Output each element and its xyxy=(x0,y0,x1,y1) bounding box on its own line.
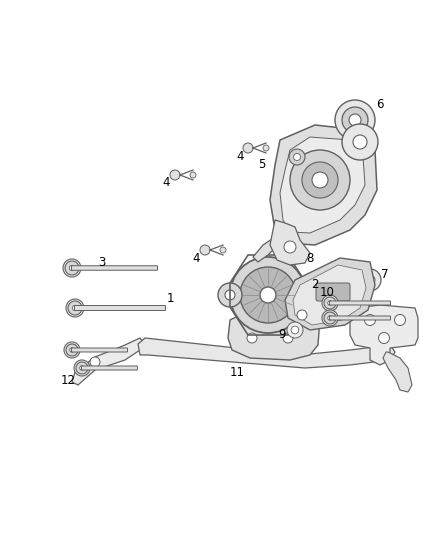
Circle shape xyxy=(80,366,84,370)
Circle shape xyxy=(66,344,78,356)
Circle shape xyxy=(328,316,332,320)
Circle shape xyxy=(324,312,336,324)
Text: 10: 10 xyxy=(320,287,335,300)
Circle shape xyxy=(364,314,375,326)
FancyBboxPatch shape xyxy=(81,366,138,370)
Circle shape xyxy=(289,149,305,165)
Circle shape xyxy=(342,124,378,160)
Circle shape xyxy=(301,290,311,300)
Circle shape xyxy=(64,342,80,358)
Circle shape xyxy=(395,314,406,326)
FancyBboxPatch shape xyxy=(71,348,127,352)
Circle shape xyxy=(291,326,299,334)
Circle shape xyxy=(90,357,100,367)
Text: 12: 12 xyxy=(60,374,75,386)
Circle shape xyxy=(66,299,84,317)
Circle shape xyxy=(68,301,82,315)
FancyBboxPatch shape xyxy=(71,266,158,270)
Text: 2: 2 xyxy=(311,279,319,292)
Polygon shape xyxy=(228,308,320,360)
Text: 6: 6 xyxy=(376,99,384,111)
Circle shape xyxy=(240,267,296,323)
FancyBboxPatch shape xyxy=(329,301,391,305)
Polygon shape xyxy=(138,338,395,368)
FancyBboxPatch shape xyxy=(74,305,166,311)
Circle shape xyxy=(294,283,318,307)
Polygon shape xyxy=(285,258,375,330)
Text: 9: 9 xyxy=(278,328,286,342)
Circle shape xyxy=(322,295,338,311)
FancyBboxPatch shape xyxy=(316,283,350,301)
Circle shape xyxy=(76,362,88,374)
Circle shape xyxy=(342,107,368,133)
Circle shape xyxy=(225,290,235,300)
Polygon shape xyxy=(383,352,412,392)
Polygon shape xyxy=(270,125,377,245)
Circle shape xyxy=(63,259,81,277)
Circle shape xyxy=(378,333,389,343)
Circle shape xyxy=(284,241,296,253)
Polygon shape xyxy=(270,220,310,265)
Text: 4: 4 xyxy=(192,252,200,264)
FancyBboxPatch shape xyxy=(329,316,391,320)
Circle shape xyxy=(69,265,74,271)
Circle shape xyxy=(365,275,375,285)
Polygon shape xyxy=(253,220,308,262)
Circle shape xyxy=(260,287,276,303)
Polygon shape xyxy=(350,305,418,365)
Text: 8: 8 xyxy=(306,252,314,264)
Circle shape xyxy=(328,301,332,305)
Text: 11: 11 xyxy=(230,366,244,378)
Circle shape xyxy=(297,310,307,320)
Polygon shape xyxy=(72,338,145,385)
Text: 1: 1 xyxy=(166,292,174,304)
Circle shape xyxy=(359,269,381,291)
Circle shape xyxy=(218,283,242,307)
Circle shape xyxy=(263,145,269,151)
Circle shape xyxy=(302,162,338,198)
Circle shape xyxy=(324,297,336,309)
Circle shape xyxy=(200,245,210,255)
Circle shape xyxy=(65,261,79,275)
Text: 7: 7 xyxy=(381,269,389,281)
Circle shape xyxy=(72,305,78,311)
Circle shape xyxy=(349,114,361,126)
Circle shape xyxy=(230,257,306,333)
Circle shape xyxy=(290,150,350,210)
Circle shape xyxy=(283,333,293,343)
Circle shape xyxy=(74,360,90,376)
Circle shape xyxy=(243,143,253,153)
Text: 4: 4 xyxy=(162,176,170,190)
Circle shape xyxy=(293,154,300,160)
Circle shape xyxy=(353,135,367,149)
Circle shape xyxy=(70,348,74,352)
Circle shape xyxy=(190,172,196,178)
Circle shape xyxy=(335,100,375,140)
Polygon shape xyxy=(280,137,365,233)
Circle shape xyxy=(312,172,328,188)
Circle shape xyxy=(247,333,257,343)
Circle shape xyxy=(220,247,226,253)
Text: 4: 4 xyxy=(236,149,244,163)
Circle shape xyxy=(287,322,303,338)
Text: 5: 5 xyxy=(258,158,266,172)
Circle shape xyxy=(170,170,180,180)
Text: 3: 3 xyxy=(98,255,106,269)
Circle shape xyxy=(322,310,338,326)
Polygon shape xyxy=(293,265,366,325)
